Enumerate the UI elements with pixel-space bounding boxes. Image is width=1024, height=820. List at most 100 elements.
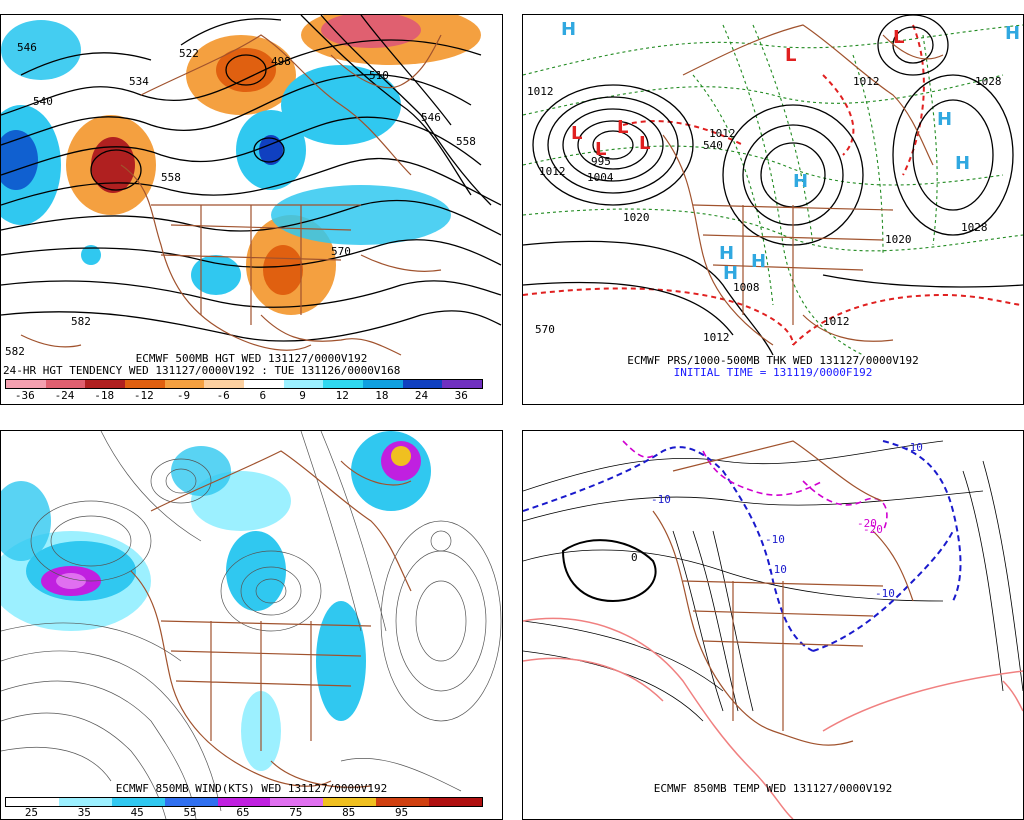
thickness-green	[523, 24, 1023, 356]
svg-text:0: 0	[631, 551, 638, 564]
isobar-labels: 1012 1004 995 1020 1012 1012 1020 1028 1028 10…	[527, 75, 1002, 344]
svg-text:-10: -10	[903, 441, 923, 454]
colorbar-swatch	[323, 380, 364, 388]
colorbar-swatch	[45, 380, 86, 388]
panel-850mb-wind: ECMWF 850MB WIND(KTS) WED 131127/0000V19…	[0, 430, 503, 820]
low-marker: L	[639, 133, 650, 154]
high-marker: H	[723, 263, 738, 284]
wind-speed-fill	[1, 431, 431, 771]
svg-text:1004: 1004	[587, 171, 614, 184]
p1-colorbar-labels: -36 -24 -18 -12 -9 -6 6 9 12 18 24 36	[5, 390, 481, 402]
svg-text:-10: -10	[765, 533, 785, 546]
svg-text:546: 546	[421, 111, 441, 124]
svg-text:510: 510	[369, 69, 389, 82]
colorbar-swatch	[244, 380, 284, 388]
colorbar-label: -18	[94, 389, 115, 402]
map-outlines	[662, 24, 944, 346]
high-marker: H	[937, 109, 952, 130]
svg-text:1012: 1012	[527, 85, 554, 98]
colorbar-label: -6	[216, 389, 230, 402]
colorbar-swatch	[323, 798, 377, 806]
colorbar-swatch	[6, 380, 46, 388]
colorbar-label: -9	[176, 389, 191, 402]
temp-blue-dashed	[523, 440, 962, 652]
map-outlines	[652, 440, 914, 746]
colorbar-label: -36	[14, 389, 35, 402]
svg-text:546: 546	[17, 41, 37, 54]
colorbar-label: 12	[335, 389, 349, 402]
p1-title-1: ECMWF 500MB HGT WED 131127/0000V192	[135, 352, 368, 365]
svg-text:498: 498	[271, 55, 291, 68]
colorbar-label: 25	[24, 806, 39, 819]
map-mslp: L L L L L L H H H H H H H H 1012 1004 995 …	[523, 15, 1023, 356]
high-centers: H H H H H H H H	[561, 19, 1020, 284]
height-labels: 546 522 534 540 510 546 558 558 570 498 582 582	[5, 41, 476, 358]
svg-text:582: 582	[71, 315, 91, 328]
svg-text:1008: 1008	[733, 281, 760, 294]
svg-text:540: 540	[703, 139, 723, 152]
low-marker: L	[617, 117, 628, 138]
colorbar-swatch	[125, 380, 165, 388]
svg-text:540: 540	[33, 95, 53, 108]
temp-zero-blob	[561, 539, 657, 603]
p3-title-1: ECMWF 850MB WIND(KTS) WED 131127/0000V19…	[115, 782, 388, 795]
map-outlines	[20, 34, 442, 356]
temp-pink	[523, 617, 1023, 819]
low-marker: L	[893, 27, 904, 48]
map-500mb: 546 522 534 540 510 546 558 558 570 498 582 582	[1, 15, 502, 358]
svg-text:1028: 1028	[961, 221, 988, 234]
streamlines	[1, 431, 502, 819]
colorbar-label: 45	[130, 806, 144, 819]
colorbar-label: 55	[183, 806, 197, 819]
panel-850mb-temp: -10 -10 -10 -10 -20 -20 0 -10 ECMWF 850MB TEM…	[522, 430, 1024, 820]
svg-text:1012: 1012	[823, 315, 850, 328]
low-marker: L	[595, 139, 606, 160]
svg-text:1028: 1028	[975, 75, 1002, 88]
colorbar-swatch	[283, 380, 324, 388]
svg-text:1012: 1012	[853, 75, 880, 88]
colorbar-swatch	[58, 798, 112, 806]
map-850wind	[1, 431, 502, 819]
colorbar-swatch	[6, 798, 59, 806]
colorbar-label: 9	[299, 389, 306, 402]
svg-text:570: 570	[535, 323, 555, 336]
svg-text:1020: 1020	[623, 211, 650, 224]
svg-text:1012: 1012	[709, 127, 736, 140]
p4-title-1: ECMWF 850MB TEMP WED 131127/0000V192	[653, 782, 893, 795]
colorbar-label: 18	[375, 389, 389, 402]
svg-text:995: 995	[591, 155, 611, 168]
high-marker: H	[719, 243, 734, 264]
colorbar-label: 75	[289, 806, 303, 819]
svg-text:-10: -10	[767, 563, 787, 576]
colorbar-swatch	[402, 380, 443, 388]
colorbar-swatch	[217, 798, 271, 806]
p3-colorbar	[5, 797, 483, 807]
high-marker: H	[751, 251, 766, 272]
svg-text:-20: -20	[857, 517, 877, 530]
colorbar-label: 36	[454, 389, 468, 402]
low-marker: L	[571, 123, 582, 144]
thickness-red	[523, 24, 1023, 346]
colorbar-label: 6	[259, 389, 267, 402]
isobars	[523, 15, 1023, 356]
colorbar-label: 95	[394, 806, 409, 819]
low-centers: L L L L L L	[571, 27, 904, 160]
colorbar-label: 65	[236, 806, 250, 819]
height-contours	[1, 15, 502, 342]
low-marker: L	[785, 45, 796, 66]
svg-text:558: 558	[161, 171, 181, 184]
svg-text:1020: 1020	[885, 233, 912, 246]
colorbar-label: 85	[342, 806, 356, 819]
colorbar-swatch	[363, 380, 403, 388]
map-outlines	[130, 450, 412, 788]
colorbar-swatch	[442, 380, 483, 388]
colorbar-swatch	[111, 798, 165, 806]
svg-text:534: 534	[129, 75, 149, 88]
colorbar-swatch	[376, 798, 430, 806]
p2-title-1: ECMWF PRS/1000-500MB THK WED 131127/0000…	[627, 354, 919, 367]
colorbar-label: 24	[414, 389, 429, 402]
svg-text:-20: -20	[863, 523, 883, 536]
panel-500mb-height: 546 522 534 540 510 546 558 558 570 498 582 582 …	[0, 14, 503, 405]
p1-title-2: 24-HR HGT TENDENCY WED 131127/0000V192 :…	[3, 364, 401, 377]
svg-text:558: 558	[456, 135, 476, 148]
